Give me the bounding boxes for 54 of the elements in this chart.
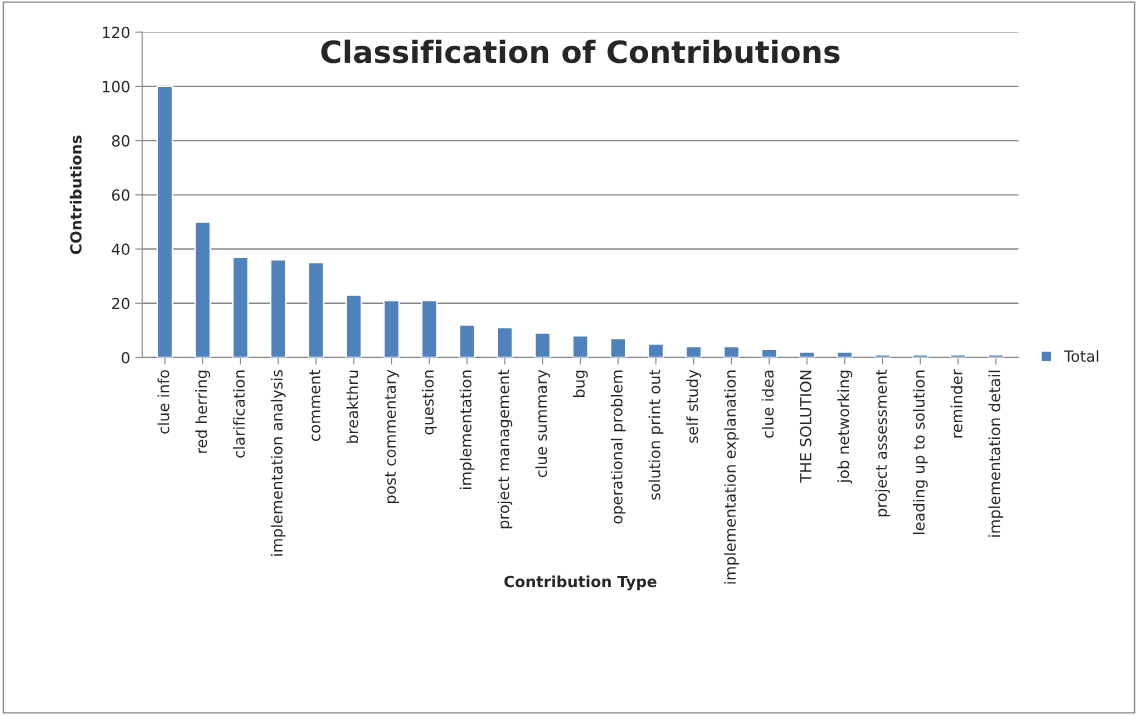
x-tick-label: implementation analysis <box>270 370 286 556</box>
legend-label: Total <box>1063 350 1099 362</box>
x-tick-label: question <box>421 370 437 435</box>
x-tick-label: THE SOLUTION <box>799 370 812 483</box>
y-tick-label: 100 <box>102 80 130 93</box>
x-tick-label: solution print out <box>648 369 664 500</box>
y-tick-label: 20 <box>112 297 130 310</box>
bar <box>194 221 211 358</box>
x-axis-title: Contribution Type <box>504 575 657 591</box>
bar <box>458 324 476 358</box>
x-tick-label: project management <box>497 369 513 529</box>
bar <box>345 294 363 358</box>
bar <box>269 259 287 358</box>
x-tick-label: implementation <box>459 370 475 489</box>
x-tick-label: bug <box>572 370 588 397</box>
bar <box>723 345 740 358</box>
bar <box>647 343 665 358</box>
bar <box>874 354 891 358</box>
bar <box>496 326 514 358</box>
chart-title: Classification of Contributions <box>321 39 840 64</box>
bar <box>685 345 702 358</box>
bar <box>232 256 249 358</box>
x-tick-label: red herring <box>195 370 211 453</box>
x-tick-label: comment <box>309 369 321 442</box>
x-tick-label: implementation detail <box>988 370 1004 537</box>
x-tick-label: self study <box>686 369 702 443</box>
bar <box>912 354 929 358</box>
x-tick-label: post commentary <box>385 369 399 504</box>
bar <box>383 299 400 358</box>
bar <box>156 85 174 358</box>
y-tick-label: 120 <box>102 26 130 39</box>
y-tick-label: 0 <box>121 351 130 364</box>
x-tick-label: operational problem <box>610 370 626 524</box>
x-tick-label: clarification <box>233 370 245 458</box>
x-tick-label: clue summary <box>535 369 550 478</box>
bar <box>609 337 627 358</box>
x-tick-label: reminder <box>950 369 963 438</box>
bar <box>836 351 854 358</box>
x-tick-label: project assessment <box>875 369 890 517</box>
y-tick-label: 40 <box>111 243 130 256</box>
bar <box>307 261 325 358</box>
x-tick-label: breakthru <box>346 370 359 443</box>
y-tick-label: 80 <box>112 135 130 147</box>
x-tick-label: implementation explanation <box>724 370 739 584</box>
y-tick-label: 60 <box>112 189 130 201</box>
x-tick-label: clue info <box>157 370 170 434</box>
bar <box>572 335 589 358</box>
bar <box>798 351 816 358</box>
bar <box>421 299 438 358</box>
x-tick-label: leading up to solution <box>912 370 928 534</box>
bar <box>534 332 551 358</box>
x-tick-label: clue idea <box>761 370 774 438</box>
x-tick-label: job networking <box>837 370 853 484</box>
y-axis-title: COntributions <box>69 135 82 255</box>
